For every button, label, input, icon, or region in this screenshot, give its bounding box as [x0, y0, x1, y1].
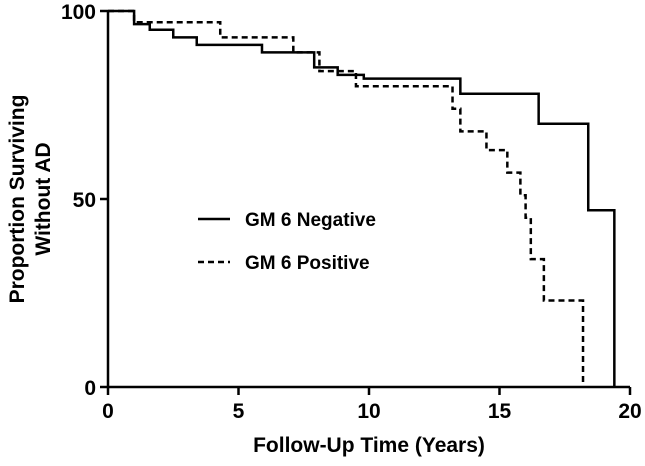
x-tick-label: 20 — [618, 400, 641, 423]
legend-label-negative: GM 6 Negative — [245, 210, 376, 231]
y-tick-label: 0 — [84, 377, 96, 400]
y-axis-title-line-1: Proportion Surviving — [6, 95, 29, 304]
y-tick-label: 50 — [73, 189, 96, 212]
x-tick-label: 5 — [233, 400, 245, 423]
axes — [106, 11, 630, 389]
y-ticks: 0 50 100 — [61, 1, 108, 400]
x-axis-title: Follow-Up Time (Years) — [253, 434, 485, 457]
x-tick-label: 15 — [488, 400, 512, 423]
legend: GM 6 Negative GM 6 Positive — [198, 210, 376, 274]
legend-label-positive: GM 6 Positive — [245, 253, 370, 274]
y-axis-title-line-2: Without AD — [32, 142, 55, 255]
series-gm6-negative-line — [108, 9, 616, 387]
series-layer — [108, 9, 616, 387]
x-ticks: 0 5 10 15 20 — [102, 387, 642, 423]
x-tick-label: 10 — [357, 400, 380, 423]
x-tick-label: 0 — [102, 400, 114, 423]
y-axis-title: Proportion Surviving Without AD — [6, 95, 55, 304]
series-gm6-positive-line — [108, 9, 585, 387]
y-tick-label: 100 — [61, 1, 96, 24]
